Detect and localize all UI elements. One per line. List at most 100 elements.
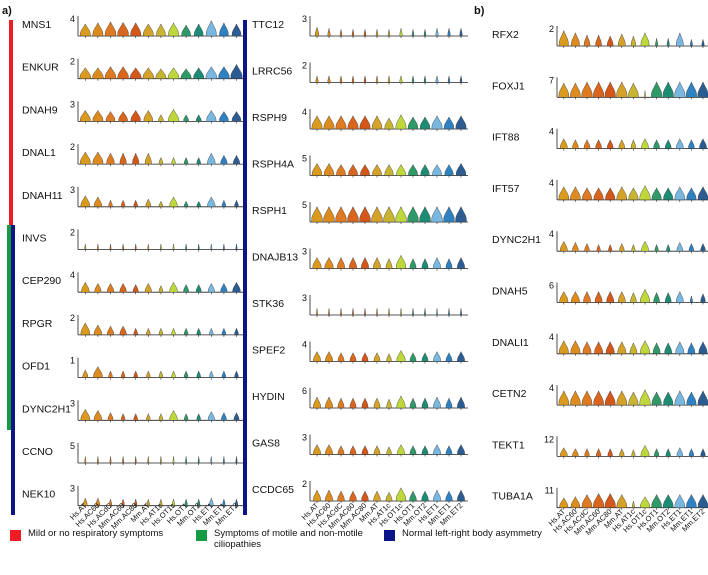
violin-mm-at: [145, 198, 152, 207]
violin-hs-ot1c: [172, 243, 175, 250]
violin-hs-at: [558, 340, 569, 354]
violin-mm-et2: [457, 396, 465, 409]
violin-hs-ot1: [185, 243, 187, 250]
violin-mm-ac60: [349, 352, 357, 362]
violin-mm-et1: [690, 39, 693, 47]
violin-mm-ac80: [359, 115, 371, 130]
gene-label: IFT88: [492, 132, 520, 144]
y-max-label: 4: [549, 229, 554, 239]
panel-a-right: TTC12 3 LRRC56 2 RSPH9 4 RSPH4A 5 RSPH1 5 DNAJB13 3…: [252, 14, 468, 503]
gene-label: CEP290: [22, 275, 61, 287]
y-max-label: 2: [70, 57, 75, 67]
violin-row-dnajb13: DNAJB13 3: [252, 247, 468, 271]
violin-mm-at: [616, 186, 627, 201]
violin-row-dnah5: DNAH5 6: [492, 281, 708, 305]
y-max-label: 3: [70, 398, 75, 408]
violin-hs-ot1c: [396, 350, 406, 362]
violin-mm-at: [144, 282, 152, 293]
violin-mm-ac60: [117, 21, 129, 37]
legend-item-asymmetry: Normal left-right body asymmetry: [384, 528, 584, 568]
violin-hs-ot1: [409, 397, 417, 409]
violin-hs-acdc: [105, 111, 116, 122]
violin-hs-et1: [433, 489, 441, 502]
violin-row-dnah9: DNAH9 3: [22, 99, 244, 124]
violin-mm-et2: [459, 75, 463, 83]
violin-mm-ot2: [665, 139, 672, 149]
violin-mm-et1: [221, 327, 226, 336]
violin-mm-at: [373, 352, 381, 362]
category-bar-mild: [9, 20, 13, 227]
violin-hs-at: [559, 290, 569, 303]
violin-hs-at: [311, 115, 323, 130]
violin-hs-et1: [207, 282, 215, 293]
violin-mm-ot2: [423, 75, 427, 83]
violin-hs-ot1: [651, 187, 662, 201]
violin-mm-et1: [687, 342, 696, 354]
violin-mm-et1: [445, 352, 453, 362]
violin-mm-ac60: [119, 152, 127, 165]
violin-hs-acdc: [584, 242, 590, 252]
violin-mm-ot2: [194, 23, 204, 37]
violin-mm-ac80: [133, 413, 138, 421]
violin-mm-et1: [221, 412, 227, 421]
violin-mm-et2: [700, 293, 706, 303]
legend-label-mild: Mild or no respiratory symptoms: [28, 528, 164, 539]
violin-mm-et2: [231, 111, 242, 122]
violin-mm-ac80: [363, 29, 367, 37]
y-max-label: 4: [302, 107, 307, 117]
violin-hs-ot1: [184, 370, 189, 378]
violin-mm-at: [146, 370, 151, 378]
gene-label: RFX2: [492, 29, 519, 41]
violin-mm-ac80: [134, 243, 137, 250]
violin-mm-ot2: [666, 243, 671, 252]
violin-hs-et1: [432, 164, 442, 176]
violin-hs-ac60: [325, 351, 333, 362]
violin-mm-et1: [445, 257, 453, 269]
y-max-label: 3: [70, 484, 75, 494]
violin-hs-at: [558, 82, 569, 98]
gene-label: STK36: [252, 298, 284, 310]
violin-hs-ot1c: [396, 164, 406, 176]
violin-mm-ot2: [663, 493, 674, 508]
violin-mm-ot2: [664, 342, 672, 354]
violin-hs-acdc: [581, 493, 593, 508]
violin-hs-ac60: [93, 324, 102, 336]
violin-mm-at: [147, 456, 150, 464]
violin-hs-at: [315, 27, 319, 37]
violin-mm-ac60: [122, 243, 124, 250]
violin-hs-et1: [433, 444, 441, 455]
violin-mm-ac80: [130, 67, 142, 79]
violin-hs-acdc: [335, 206, 347, 223]
violin-hs-ot1: [411, 75, 415, 83]
violin-row-rsph9: RSPH9 4: [252, 107, 468, 131]
violin-mm-ot2: [420, 164, 430, 176]
violin-mm-et2: [697, 493, 708, 508]
violin-mm-et1: [220, 282, 228, 293]
category-bar-asymmetry-right: [243, 20, 247, 515]
violin-hs-at: [84, 243, 87, 250]
y-max-label: 5: [302, 200, 307, 210]
violin-hs-at: [316, 308, 318, 316]
violin-hs-ac60: [327, 28, 331, 37]
violin-mm-et1: [448, 308, 450, 316]
violin-hs-ac60: [572, 448, 579, 457]
violin-hs-acdc: [108, 370, 113, 378]
violin-mm-ac60: [121, 370, 126, 378]
violin-hs-ac60: [328, 308, 330, 316]
violin-hs-ac60: [325, 444, 333, 455]
y-max-label: 2: [70, 228, 75, 238]
violin-hs-at: [80, 322, 90, 336]
violin-mm-ac80: [604, 492, 616, 508]
violin-hs-at1c: [632, 501, 635, 508]
gene-label: HYDIN: [252, 391, 285, 403]
violin-hs-at: [559, 497, 569, 508]
violin-hs-ac60: [92, 151, 104, 165]
violin-mm-et1: [688, 448, 694, 457]
violin-hs-et1: [674, 186, 685, 201]
violin-mm-ac60: [121, 413, 126, 421]
violin-mm-ot2: [421, 490, 429, 502]
violin-hs-ot1c: [397, 444, 405, 455]
violin-hs-ot1c: [171, 327, 176, 336]
violin-mm-at: [619, 448, 625, 457]
violin-mm-et2: [233, 412, 240, 421]
